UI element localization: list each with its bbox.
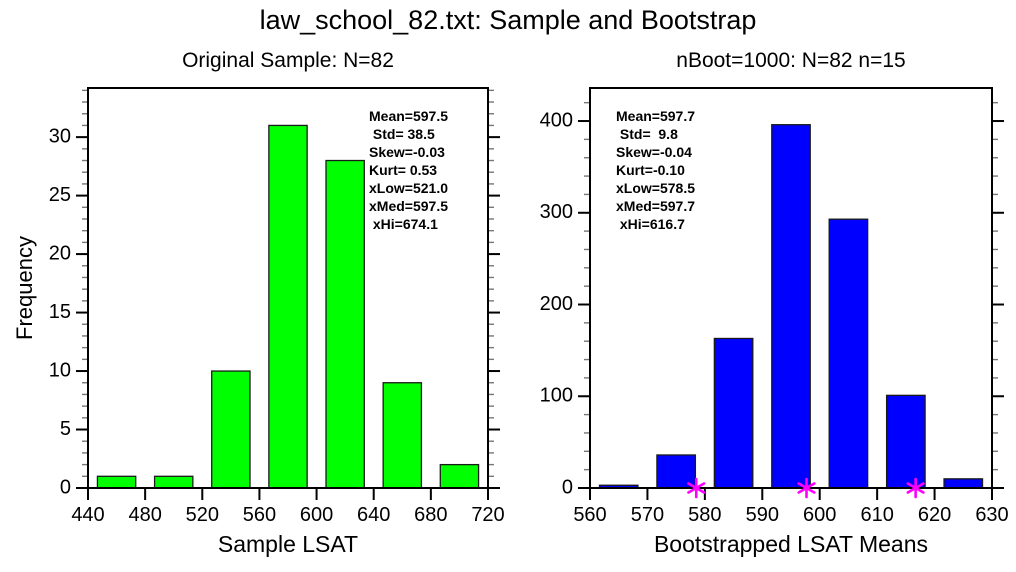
right-stats-block: Mean=597.7 Std= 9.8 Skew=-0.04 Kurt=-0.1… — [616, 108, 695, 232]
plot-frame — [87, 87, 489, 489]
left-x-axis-label: Sample LSAT — [217, 531, 359, 557]
histogram-bar — [325, 159, 365, 489]
x-axis-tick-label: 520 — [186, 504, 219, 526]
percentile-asterisk-marker-icon — [797, 482, 816, 494]
x-axis-tick-label: 720 — [471, 504, 504, 526]
y-axis-tick-label: 10 — [49, 359, 71, 381]
histogram-bar — [713, 337, 754, 489]
x-axis-tick-label: 560 — [243, 504, 276, 526]
figure-title: law_school_82.txt: Sample and Bootstrap — [259, 5, 757, 35]
histogram-bar — [885, 394, 926, 489]
x-axis-tick-label: 560 — [573, 504, 606, 526]
percentile-asterisk-marker-icon — [687, 482, 706, 494]
x-axis-tick-label: 640 — [357, 504, 390, 526]
panel-original-sample: 0 5 10 15 20 25 30 440 480 520 560 600 640 680 720 Ori… — [12, 49, 505, 557]
bootstrap-histogram: 0 100 200 300 400 560 570 580 590 600 610 620 630 — [540, 87, 1009, 526]
histogram-bar — [382, 382, 423, 489]
y-axis-tick-label: 15 — [49, 301, 71, 323]
percentile-asterisk-marker-icon — [906, 482, 925, 494]
x-axis-tick-label: 600 — [300, 504, 333, 526]
histogram-bar — [268, 124, 308, 489]
left-y-axis-label: Frequency — [12, 236, 37, 340]
x-axis-tick-label: 630 — [975, 504, 1008, 526]
original-sample-histogram: 0 5 10 15 20 25 30 440 480 520 560 600 640 680 720 — [49, 87, 505, 526]
x-axis-tick-label: 580 — [688, 504, 721, 526]
y-axis-tick-label: 0 — [60, 476, 71, 498]
x-axis-tick-label: 590 — [746, 504, 779, 526]
x-axis-tick-label: 600 — [803, 504, 836, 526]
histogram-bar — [943, 478, 984, 489]
panel-bootstrap: 0 100 200 300 400 560 570 580 590 600 610 620 630 nB… — [508, 0, 1016, 572]
histogram-bar — [211, 370, 251, 489]
y-axis-tick-label: 200 — [540, 293, 573, 315]
plot-frame — [589, 87, 993, 489]
left-stats-block: Mean=597.5 Std= 38.5 Skew=-0.03 Kurt= 0.… — [369, 108, 448, 232]
y-axis-tick-label: 300 — [540, 201, 573, 223]
x-axis-tick-label: 680 — [414, 504, 447, 526]
x-axis-tick-label: 570 — [631, 504, 664, 526]
x-axis-tick-label: 620 — [918, 504, 951, 526]
y-axis-tick-label: 100 — [540, 385, 573, 407]
histogram-bar — [771, 124, 811, 489]
histogram-bar — [439, 463, 480, 489]
y-axis-tick-label: 25 — [49, 184, 71, 206]
y-axis-tick-label: 20 — [49, 242, 71, 264]
x-axis-tick-label: 480 — [128, 504, 161, 526]
left-panel-subtitle: Original Sample: N=82 — [182, 49, 394, 72]
y-axis-tick-label: 5 — [60, 418, 71, 440]
y-axis-tick-label: 400 — [540, 109, 573, 131]
x-axis-tick-label: 610 — [860, 504, 893, 526]
y-axis-tick-label: 0 — [562, 476, 573, 498]
histogram-bar — [153, 475, 194, 489]
right-x-axis-label: Bootstrapped LSAT Means — [653, 531, 929, 557]
x-axis-tick-label: 440 — [71, 504, 104, 526]
histogram-bar — [828, 218, 869, 489]
y-axis-tick-label: 30 — [49, 125, 71, 147]
histogram-bar — [96, 475, 137, 489]
right-panel-subtitle: nBoot=1000: N=82 n=15 — [676, 49, 906, 72]
